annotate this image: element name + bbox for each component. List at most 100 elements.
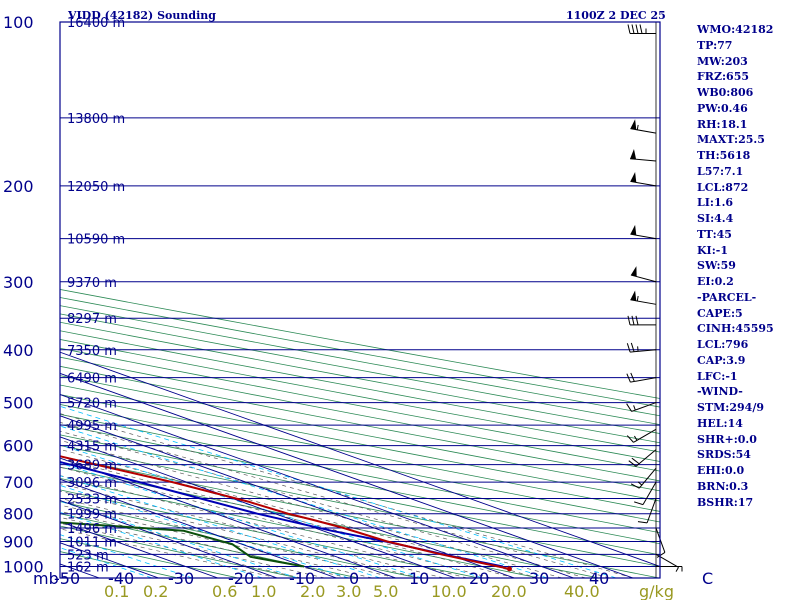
barb-flag	[626, 373, 631, 383]
temperature-tick-label: -50	[54, 569, 80, 588]
pressure-label: 400	[3, 341, 34, 360]
index-line: BRN:0.3	[697, 479, 749, 493]
wind-barb	[630, 172, 657, 187]
pressure-label: 500	[3, 394, 34, 413]
height-label: 3096 m	[67, 476, 117, 491]
index-line: KI:-1	[697, 243, 728, 257]
index-line: L57:7.1	[697, 164, 744, 178]
barb-flag	[626, 343, 631, 353]
wind-barb	[637, 498, 657, 524]
isotherm	[60, 478, 337, 578]
mixing-ratio-label: 0.6	[212, 582, 237, 600]
barb-pennant	[630, 224, 637, 236]
index-line: WMO:42182	[697, 23, 774, 36]
moist-adiabat	[60, 449, 539, 578]
height-label: 10590 m	[67, 233, 125, 248]
barb-half-flag	[675, 567, 679, 572]
dry-adiabat	[60, 513, 359, 578]
wind-barb	[628, 449, 657, 467]
dry-adiabat	[60, 339, 660, 453]
barb-flag	[628, 460, 637, 467]
moist-adiabat	[60, 421, 610, 578]
index-line: MW:203	[697, 54, 748, 68]
index-line: LFC:-1	[697, 369, 738, 383]
mixing-ratio-label: 2.0	[300, 582, 325, 600]
barb-pennant	[630, 290, 637, 301]
wind-barb-column	[626, 22, 683, 578]
index-line: EHI:0.0	[697, 464, 745, 477]
dry-adiabat	[60, 365, 660, 482]
index-line: STM:294/9	[697, 401, 764, 414]
index-line: SHR+:0.0	[697, 432, 757, 446]
barb-flag	[635, 315, 639, 325]
index-line: RH:18.1	[697, 117, 748, 131]
barb-shaft	[638, 467, 657, 489]
wind-barb	[630, 467, 657, 489]
indices-panel: WMO:42182 TP:77 MW:203 FRZ:655 WB0:806 PW:0.4…	[697, 22, 797, 510]
dry-adiabat	[60, 330, 660, 444]
temperature-tick-label: -40	[108, 569, 134, 588]
height-label: 6490 m	[67, 372, 117, 387]
dry-adiabat	[60, 434, 660, 556]
barb-pennant	[630, 149, 637, 160]
index-line: SRDS:54	[697, 448, 751, 462]
barb-flag	[627, 24, 631, 34]
mixing-ratio-label: 40.0	[564, 582, 600, 600]
index-line: EI:0.2	[697, 275, 734, 288]
mixing-ratio-label: 20.0	[491, 582, 527, 600]
index-line: WB0:806	[697, 86, 754, 99]
isotherm	[60, 457, 396, 578]
mixing-ratio-label: 10.0	[431, 582, 467, 600]
mixing-ratio-line	[60, 475, 381, 578]
dry-adiabat	[60, 501, 419, 578]
height-label: 3689 m	[67, 459, 117, 474]
surface-marker	[506, 566, 512, 572]
mixing-ratio-line	[60, 405, 617, 578]
barb-pennant	[630, 119, 637, 130]
index-line: LCL:872	[697, 180, 749, 194]
index-line: PW:0.46	[697, 101, 748, 115]
height-label: 1999 m	[67, 508, 117, 523]
wind-barb	[630, 149, 657, 162]
dry-adiabat	[60, 445, 660, 567]
mixing-ratio-label: 1.0	[251, 582, 276, 600]
height-label: 12050 m	[67, 180, 125, 195]
barb-flag	[627, 315, 631, 325]
temperature-tick-label: 30	[529, 569, 549, 588]
mixing-ratio-line	[60, 511, 263, 578]
barb-shaft	[642, 481, 657, 505]
isotherm	[0, 22, 40, 578]
height-label: 523 m	[67, 548, 109, 563]
pressure-label: 700	[3, 473, 34, 492]
index-line: LCL:796	[697, 338, 749, 351]
barb-shaft	[635, 449, 657, 467]
mixing-ratio-label: 0.2	[143, 582, 168, 600]
dry-adiabat	[60, 347, 660, 462]
mixing-ratio-line	[60, 500, 298, 578]
index-line: MAXT:25.5	[697, 133, 765, 147]
isotherm	[60, 372, 634, 578]
index-line: SI:4.4	[697, 212, 734, 225]
index-line: -WIND-	[697, 385, 743, 399]
barb-flag	[630, 372, 635, 382]
height-label: 1011 m	[67, 536, 117, 551]
barb-flag	[631, 24, 635, 34]
observation-time: 1100Z 2 DEC 25	[566, 9, 666, 22]
barb-half-flag	[636, 296, 639, 302]
dry-adiabat	[60, 404, 660, 523]
plot-frame	[59, 21, 661, 579]
dry-adiabat	[60, 466, 600, 578]
wind-barb	[630, 290, 657, 305]
dry-adiabat	[60, 538, 239, 578]
profile-lines	[60, 455, 512, 572]
barb-half-flag	[636, 124, 639, 130]
height-label: 7350 m	[67, 344, 117, 359]
index-line: CAPE:5	[697, 306, 743, 320]
moist-adiabat	[60, 522, 301, 578]
wind-barb	[630, 119, 657, 134]
barb-flag	[639, 24, 643, 34]
isotherm	[60, 436, 456, 578]
barb-half-flag	[634, 435, 638, 441]
